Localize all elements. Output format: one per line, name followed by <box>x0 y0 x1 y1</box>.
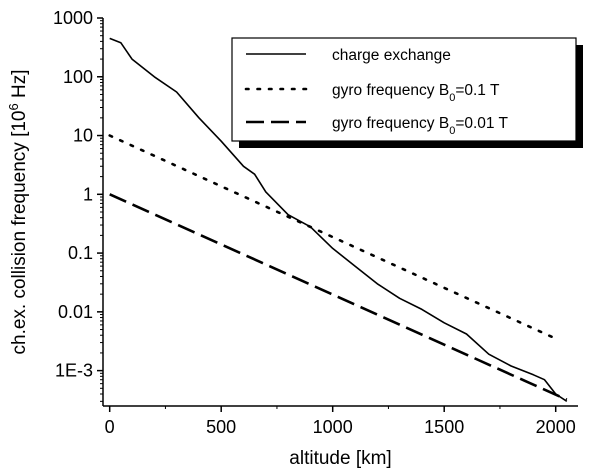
legend-label-suffix: =0.1 T <box>455 82 500 99</box>
legend-label-3: gyro frequency B0=0.01 T <box>332 115 509 137</box>
legend-label-text: gyro frequency B <box>332 115 449 132</box>
x-tick-label: 500 <box>206 417 236 437</box>
y-axis-label: ch.ex. collision frequency [106 Hz] <box>6 70 31 355</box>
legend-label-2: gyro frequency B0=0.1 T <box>332 82 500 104</box>
y-tick-label: 1 <box>83 184 93 204</box>
legend-box <box>231 37 577 142</box>
y-tick-label: 1000 <box>53 8 93 28</box>
legend-label-1: charge exchange <box>332 47 451 64</box>
y-axis-label-unit: Hz] <box>9 70 30 104</box>
legend-label-subscript: 0 <box>449 92 455 104</box>
series-line-3 <box>109 193 568 401</box>
series-layer <box>108 37 568 402</box>
legend-label-text: charge exchange <box>332 47 451 64</box>
series-line-1 <box>109 37 568 402</box>
y-tick-label: 10 <box>73 126 93 146</box>
y-tick-label: 0.1 <box>68 243 93 263</box>
x-tick-label: 1500 <box>424 417 464 437</box>
series-line-2 <box>108 134 558 340</box>
ticks-layer: 0 500 1000 1500 2000 1E-3 0.01 0.1 1 10 100 1000 <box>53 8 576 437</box>
x-tick-label: 0 <box>105 417 115 437</box>
y-tick-label: 1E-3 <box>55 361 93 381</box>
legend-label-subscript: 0 <box>449 125 455 137</box>
legend-label-text: gyro frequency B <box>332 82 449 99</box>
x-tick-label: 2000 <box>536 417 576 437</box>
legend-label-suffix: =0.01 T <box>455 115 508 132</box>
x-axis-label: altitude [km] <box>289 448 391 469</box>
y-tick-label: 0.01 <box>58 302 93 322</box>
y-tick-label: 100 <box>63 67 93 87</box>
y-axis-label-text: ch.ex. collision frequency [10 <box>9 111 30 355</box>
y-axis-label-exponent: 6 <box>6 103 21 110</box>
x-tick-label: 1000 <box>313 417 353 437</box>
